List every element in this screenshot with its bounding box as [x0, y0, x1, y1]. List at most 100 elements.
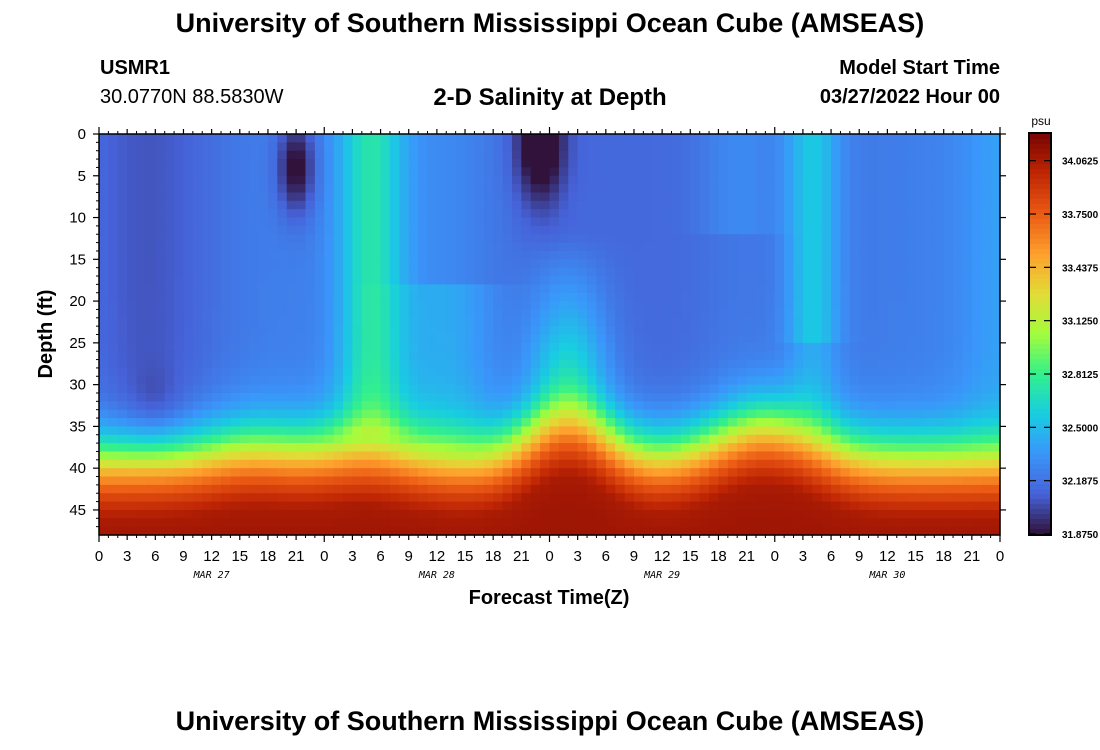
heatmap-cell [680, 267, 691, 277]
heatmap-cell [371, 192, 382, 202]
heatmap-cell [380, 217, 391, 227]
heatmap-cell [990, 351, 1001, 361]
heatmap-cell [174, 225, 185, 235]
heatmap-cell [230, 234, 241, 244]
heatmap-cell [990, 443, 1001, 453]
heatmap-cell [483, 418, 494, 427]
heatmap-cell [465, 284, 476, 294]
heatmap-cell [831, 334, 842, 344]
heatmap-cell [174, 459, 185, 469]
heatmap-cell [511, 459, 522, 469]
heatmap-cell [427, 167, 438, 177]
heatmap-cell [568, 284, 579, 294]
heatmap-cell [455, 418, 466, 427]
heatmap-cell [868, 443, 879, 453]
heatmap-cell [155, 434, 166, 444]
heatmap-cell [127, 342, 138, 352]
heatmap-cell [380, 443, 391, 453]
heatmap-cell [258, 367, 269, 377]
heatmap-cell [305, 259, 316, 269]
heatmap-cell [483, 159, 494, 169]
heatmap-cell [455, 426, 466, 436]
heatmap-cell [577, 351, 588, 361]
heatmap-cell [615, 392, 626, 402]
heatmap-cell [662, 342, 673, 352]
heatmap-cell [690, 200, 701, 210]
heatmap-cell [483, 142, 494, 152]
heatmap-cell [690, 451, 701, 461]
heatmap-cell [127, 301, 138, 311]
heatmap-cell [953, 301, 964, 311]
heatmap-cell [558, 292, 569, 302]
heatmap-cell [540, 493, 551, 503]
heatmap-cell [202, 526, 213, 536]
heatmap-cell [990, 309, 1001, 319]
heatmap-cell [465, 484, 476, 494]
heatmap-cell [399, 518, 410, 528]
heatmap-cell [117, 301, 128, 311]
heatmap-cell [877, 301, 888, 311]
heatmap-cell [521, 292, 532, 302]
heatmap-cell [774, 209, 785, 219]
colorbar-segment [1030, 284, 1050, 290]
heatmap-cell [746, 459, 757, 469]
heatmap-cell [343, 518, 354, 528]
heatmap-cell [324, 468, 335, 478]
heatmap-cell [802, 501, 813, 511]
heatmap-cell [784, 518, 795, 528]
heatmap-cell [540, 334, 551, 344]
heatmap-cell [239, 401, 250, 411]
heatmap-cell [943, 526, 954, 536]
date-label: MAR 27 [193, 570, 230, 581]
heatmap-cell [164, 175, 175, 185]
heatmap-cell [305, 317, 316, 327]
colorbar-segment [1030, 399, 1050, 405]
heatmap-cell [136, 459, 147, 469]
heatmap-cell [577, 209, 588, 219]
heatmap-cell [192, 134, 203, 143]
heatmap-cell [145, 434, 156, 444]
heatmap-cell [389, 192, 400, 202]
heatmap-cell [868, 217, 879, 227]
heatmap-cell [389, 342, 400, 352]
heatmap-cell [474, 159, 485, 169]
heatmap-cell [418, 167, 429, 177]
heatmap-cell [943, 217, 954, 227]
heatmap-cell [145, 234, 156, 244]
heatmap-cell [324, 184, 335, 194]
heatmap-cell [793, 159, 804, 169]
heatmap-cell [615, 468, 626, 478]
colorbar-segment [1030, 334, 1050, 340]
heatmap-cell [924, 451, 935, 461]
heatmap-cell [784, 493, 795, 503]
heatmap-cell [230, 468, 241, 478]
heatmap-cell [192, 317, 203, 327]
heatmap-cell [230, 409, 241, 419]
heatmap-cell [183, 443, 194, 453]
heatmap-cell [859, 301, 870, 311]
heatmap-cell [812, 384, 823, 394]
heatmap-cell [511, 392, 522, 402]
heatmap-cell [502, 418, 513, 427]
heatmap-cell [690, 175, 701, 185]
heatmap-cell [727, 418, 738, 427]
heatmap-cell [305, 526, 316, 536]
heatmap-cell [380, 234, 391, 244]
heatmap-cell [671, 451, 682, 461]
heatmap-cell [868, 284, 879, 294]
heatmap-cell [286, 159, 297, 169]
heatmap-cell [136, 342, 147, 352]
heatmap-cell [455, 159, 466, 169]
chart-title: University of Southern Mississippi Ocean… [175, 8, 925, 38]
heatmap-cell [483, 184, 494, 194]
heatmap-cell [305, 309, 316, 319]
heatmap-cell [230, 351, 241, 361]
heatmap-cell [305, 292, 316, 302]
heatmap-cell [99, 175, 109, 185]
heatmap-cell [558, 326, 569, 336]
heatmap-cell [821, 142, 832, 152]
heatmap-cell [333, 167, 344, 177]
heatmap-cell [802, 175, 813, 185]
heatmap-cell [493, 359, 504, 369]
heatmap-cell [258, 167, 269, 177]
